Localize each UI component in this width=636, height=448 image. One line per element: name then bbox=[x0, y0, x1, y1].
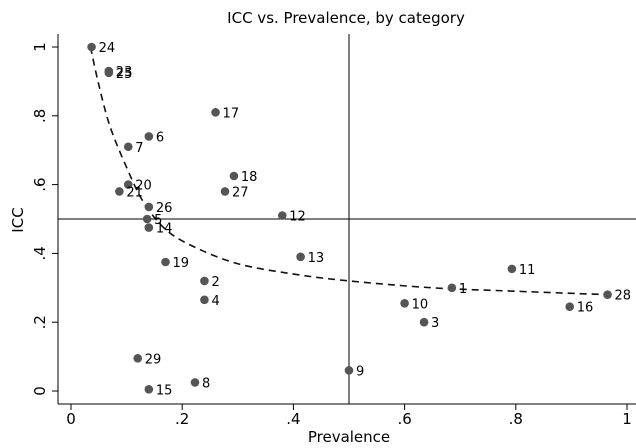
data-point-label: 5 bbox=[154, 213, 162, 228]
data-point bbox=[296, 252, 305, 262]
data-point-label: 21 bbox=[126, 185, 143, 200]
data-point bbox=[104, 68, 114, 78]
data-point-label: 1 bbox=[459, 282, 467, 297]
data-point bbox=[123, 180, 133, 189]
data-point bbox=[133, 354, 143, 363]
chart-title: ICC vs. Prevalence, by category bbox=[227, 9, 465, 27]
data-point bbox=[87, 42, 96, 52]
data-point-label: 13 bbox=[308, 251, 325, 266]
data-point-label: 11 bbox=[519, 263, 536, 278]
data-point bbox=[277, 211, 287, 220]
x-axis-title: Prevalence bbox=[308, 428, 390, 446]
y-tick-label: .2 bbox=[31, 315, 49, 329]
data-point-label: 20 bbox=[135, 179, 152, 194]
y-tick-label: .4 bbox=[31, 246, 49, 260]
data-point-label: 7 bbox=[135, 141, 143, 156]
data-point-label: 10 bbox=[412, 297, 429, 312]
data-point bbox=[123, 142, 133, 152]
data-point bbox=[220, 187, 230, 196]
y-tick-label: 0 bbox=[31, 386, 49, 396]
data-point-label: 26 bbox=[156, 201, 173, 216]
data-point-label: 25 bbox=[116, 67, 133, 82]
data-point bbox=[161, 257, 170, 267]
x-tick-label: .2 bbox=[175, 410, 189, 428]
data-point bbox=[144, 384, 154, 394]
y-tick-label: .8 bbox=[31, 109, 49, 123]
data-point bbox=[229, 171, 239, 181]
data-point-label: 15 bbox=[156, 383, 173, 398]
data-point bbox=[565, 302, 575, 312]
data-point-label: 8 bbox=[202, 376, 210, 391]
data-point bbox=[344, 366, 354, 375]
plot-area: 0.2.4.6.8 10.2.4.6.8112345678910111213141… bbox=[31, 34, 636, 428]
data-point-label: 9 bbox=[356, 364, 364, 379]
data-point bbox=[142, 214, 152, 224]
data-point-label: 6 bbox=[156, 130, 164, 145]
data-point bbox=[144, 202, 154, 212]
data-point-label: 29 bbox=[145, 352, 162, 367]
x-tick-label: 1 bbox=[622, 410, 632, 428]
data-point bbox=[144, 223, 154, 232]
data-point bbox=[400, 298, 409, 308]
data-point-label: 27 bbox=[232, 185, 249, 200]
data-point bbox=[419, 317, 429, 327]
x-tick-label: .6 bbox=[397, 410, 411, 428]
data-point-label: 2 bbox=[211, 275, 219, 290]
data-point-label: 28 bbox=[615, 289, 632, 304]
data-point-label: 17 bbox=[223, 106, 240, 121]
x-tick-label: 0 bbox=[66, 410, 76, 428]
data-point bbox=[603, 290, 612, 299]
data-point bbox=[507, 264, 517, 274]
data-point bbox=[211, 108, 220, 117]
data-point bbox=[190, 378, 200, 387]
data-point-label: 24 bbox=[99, 41, 116, 56]
data-point bbox=[144, 132, 154, 141]
x-tick-label: .8 bbox=[509, 410, 523, 428]
y-tick-label: .6 bbox=[31, 177, 49, 191]
data-point bbox=[200, 295, 209, 305]
y-tick-label: 1 bbox=[31, 42, 49, 52]
data-point-label: 3 bbox=[431, 316, 439, 331]
data-point-label: 14 bbox=[156, 222, 173, 237]
x-tick-label: .4 bbox=[286, 410, 300, 428]
data-point-label: 19 bbox=[173, 256, 190, 271]
data-point-label: 18 bbox=[241, 170, 258, 185]
data-point bbox=[447, 283, 457, 293]
data-point-label: 4 bbox=[211, 294, 219, 309]
data-point-label: 23 bbox=[116, 65, 133, 80]
data-point bbox=[200, 276, 209, 286]
data-point-label: 16 bbox=[577, 301, 594, 316]
data-point-label: 12 bbox=[289, 210, 306, 225]
y-axis-title: ICC bbox=[9, 207, 27, 232]
data-point bbox=[115, 187, 124, 196]
